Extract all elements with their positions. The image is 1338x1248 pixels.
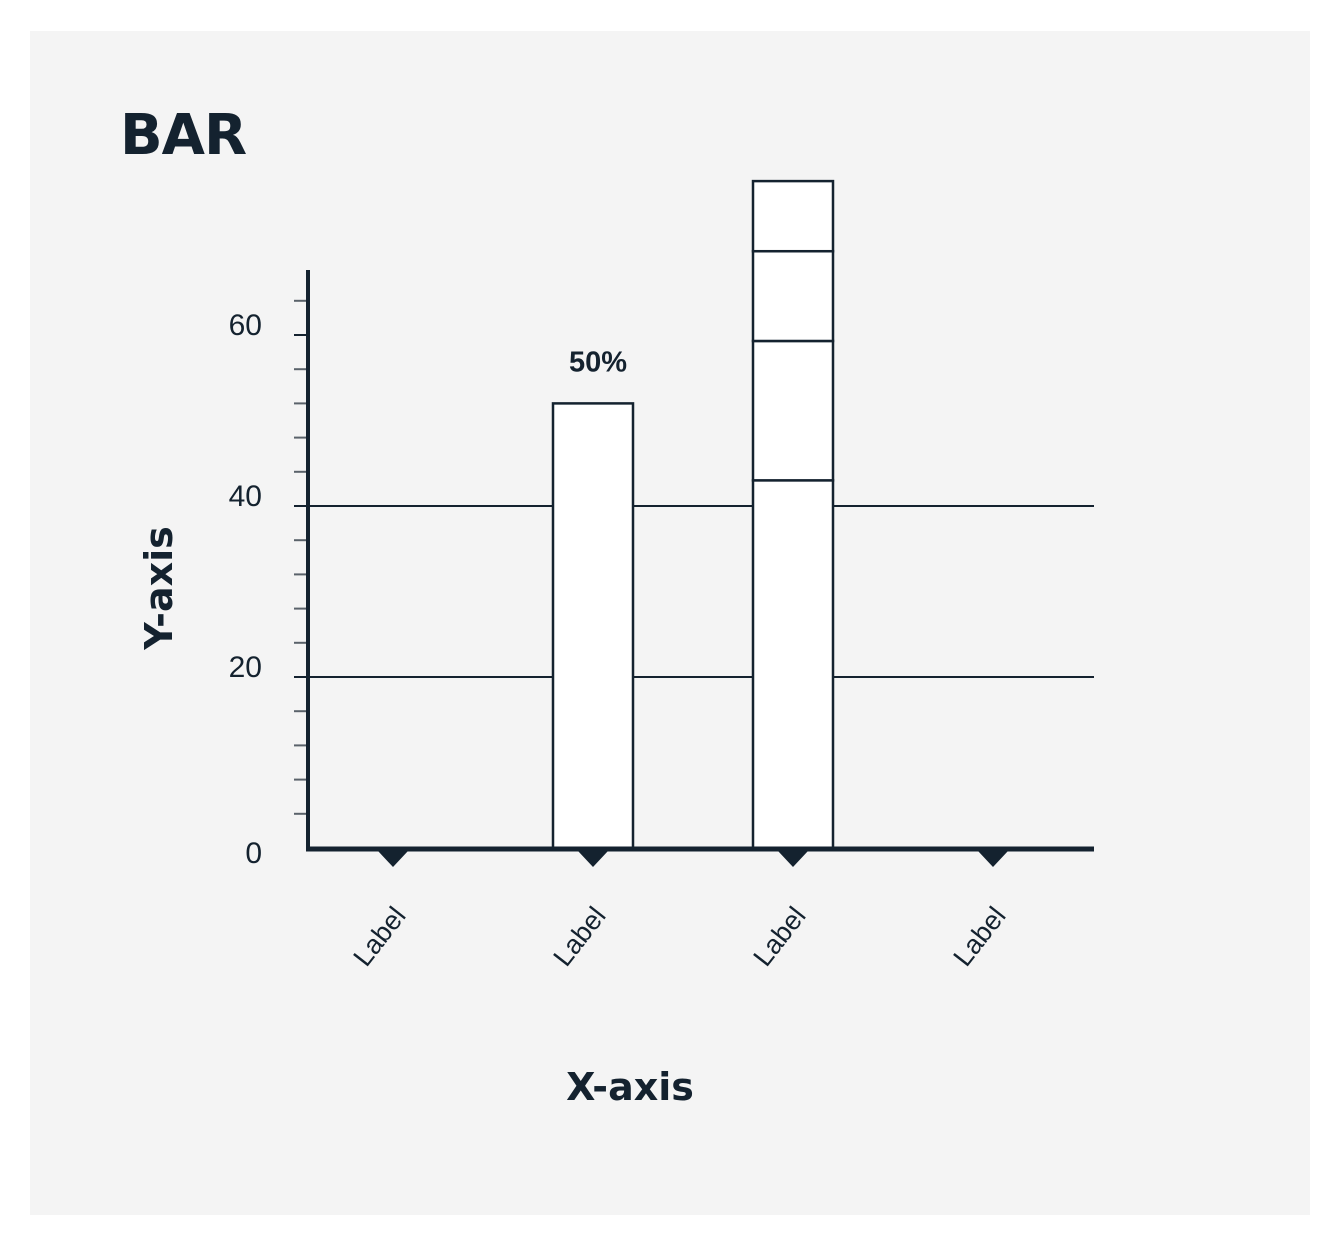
y-tick-label: 0 bbox=[245, 837, 262, 870]
y-tick-labels: 0 20 40 60 bbox=[229, 309, 262, 870]
y-tick-label: 20 bbox=[229, 651, 262, 684]
y-axis-title: Y-axis bbox=[137, 526, 181, 651]
y-tick-label: 60 bbox=[229, 309, 262, 342]
chart-panel bbox=[30, 31, 1310, 1215]
bar-segment bbox=[751, 179, 835, 253]
x-tick-labels: Label Label Label Label bbox=[347, 851, 1012, 972]
x-tick-marker bbox=[778, 851, 808, 867]
x-axis-title: X-axis bbox=[566, 1065, 694, 1109]
bar-data-label: 50% bbox=[569, 346, 627, 378]
x-tick-label: Label bbox=[747, 901, 811, 972]
chart-title: BAR bbox=[120, 103, 247, 168]
bar-segment bbox=[551, 402, 635, 850]
bar-segment bbox=[751, 249, 835, 343]
y-tick-label: 40 bbox=[229, 480, 262, 513]
bars: 50% bbox=[551, 179, 835, 850]
bar-segment bbox=[751, 479, 835, 850]
x-tick-marker bbox=[578, 851, 608, 867]
grid-lines bbox=[308, 505, 1094, 678]
bar-segment bbox=[751, 339, 835, 482]
axes bbox=[306, 270, 1094, 852]
x-tick-marker bbox=[978, 851, 1008, 867]
x-tick-label: Label bbox=[347, 901, 411, 972]
minor-ticks bbox=[294, 299, 308, 815]
x-tick-label: Label bbox=[547, 901, 611, 972]
x-tick-label: Label bbox=[947, 901, 1011, 972]
x-tick-marker bbox=[378, 851, 408, 867]
